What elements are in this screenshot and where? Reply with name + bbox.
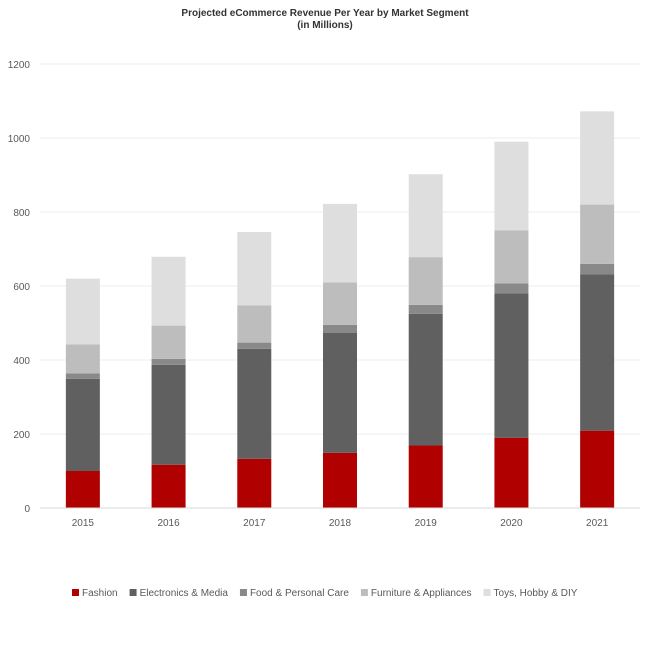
bar-segment — [323, 282, 357, 325]
legend-label: Toys, Hobby & DIY — [494, 588, 578, 599]
y-tick-label: 800 — [13, 208, 30, 219]
bar-segment — [494, 230, 529, 284]
y-tick-label: 1200 — [8, 60, 31, 71]
bar-segment — [408, 313, 443, 446]
legend-label: Electronics & Media — [140, 588, 229, 599]
bar-segment — [323, 332, 357, 453]
bar-segment — [494, 293, 529, 438]
bar-segment — [494, 141, 529, 231]
bar-segment — [237, 305, 272, 343]
bar-segment — [580, 274, 615, 431]
bar-segment — [65, 471, 100, 508]
bar-segment — [151, 325, 186, 359]
legend-swatch — [129, 589, 137, 596]
x-tick-label: 2016 — [157, 518, 180, 529]
y-tick-label: 400 — [13, 356, 30, 367]
bar-segment — [580, 204, 615, 264]
bar-segment — [580, 430, 615, 508]
x-axis-ticks: 2015 2016 2017 2018 2019 2020 2021 — [72, 518, 609, 529]
legend-swatch — [72, 589, 79, 596]
bar-segment — [151, 464, 186, 508]
bar-segment — [323, 324, 357, 333]
bar-segment — [237, 231, 272, 306]
bar-segment — [580, 263, 615, 275]
legend-item: Furniture & Appliances — [360, 588, 472, 599]
bar-segment — [65, 378, 100, 471]
x-tick-label: 2021 — [586, 518, 609, 529]
y-tick-label: 600 — [13, 282, 30, 293]
bar-segment — [408, 257, 443, 305]
bar-segment — [494, 283, 529, 294]
x-tick-label: 2020 — [500, 518, 523, 529]
y-tick-label: 0 — [24, 504, 30, 515]
legend-label: Fashion — [82, 588, 118, 599]
bar-segment — [237, 458, 272, 508]
legend-item: Fashion — [72, 588, 118, 599]
x-tick-label: 2019 — [415, 518, 438, 529]
bar-segment — [494, 437, 529, 508]
bar-segment — [151, 364, 186, 465]
x-tick-label: 2017 — [243, 518, 266, 529]
legend-item: Toys, Hobby & DIY — [483, 588, 578, 599]
bar-segment — [151, 358, 186, 365]
bar-segment — [237, 348, 272, 459]
chart-subtitle: (in Millions) — [297, 20, 353, 31]
bar-segment — [65, 373, 100, 379]
y-axis-ticks: 0 200 400 600 800 1000 1200 — [8, 60, 31, 515]
legend-label: Furniture & Appliances — [371, 588, 472, 599]
bar-segment — [151, 256, 186, 326]
x-tick-label: 2015 — [72, 518, 95, 529]
legend-swatch — [360, 589, 368, 596]
bar-segment — [580, 111, 615, 205]
legend-item: Electronics & Media — [129, 588, 229, 599]
legend: Fashion Electronics & Media Food & Persona… — [72, 588, 578, 599]
legend-label: Food & Personal Care — [250, 588, 349, 599]
bar-segment — [323, 452, 357, 508]
legend-swatch — [483, 589, 491, 596]
bar-segment — [237, 342, 272, 349]
x-tick-label: 2018 — [329, 518, 352, 529]
bar-segment — [408, 445, 443, 508]
y-tick-label: 1000 — [8, 134, 31, 145]
legend-swatch — [239, 589, 247, 596]
chart-title: Projected eCommerce Revenue Per Year by … — [181, 8, 469, 19]
bar-segment — [65, 344, 100, 374]
bar-segment — [408, 304, 443, 314]
y-tick-label: 200 — [13, 430, 30, 441]
bar-segment — [408, 174, 443, 258]
bar-segment — [323, 203, 357, 283]
bars — [65, 111, 615, 508]
legend-item: Food & Personal Care — [239, 588, 349, 599]
bar-segment — [65, 278, 100, 345]
